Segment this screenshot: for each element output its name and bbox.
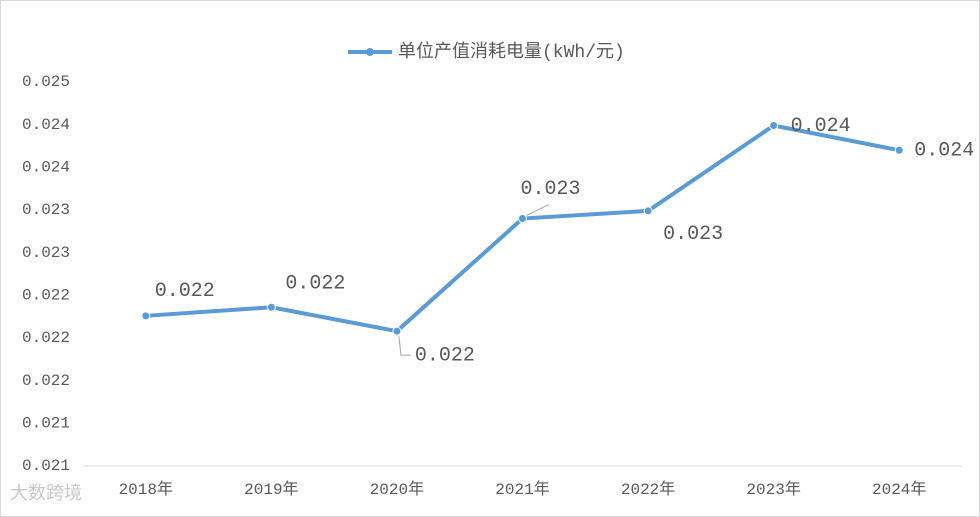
x-tick-label: 2022年 — [621, 480, 675, 499]
leader-line — [398, 336, 411, 356]
point — [141, 311, 151, 321]
x-tick-label: 2019年 — [244, 480, 298, 499]
y-tick-label: 0.024 — [22, 159, 70, 177]
y-tick-label: 0.023 — [22, 244, 70, 262]
y-tick-label: 0.023 — [22, 201, 70, 219]
x-tick-label: 2020年 — [370, 480, 424, 499]
legend-marker — [366, 48, 374, 56]
legend-label: 单位产值消耗电量(kWh/元) — [398, 41, 625, 63]
point — [266, 302, 276, 312]
data-label: 0.023 — [663, 223, 723, 246]
point — [392, 326, 402, 336]
data-label: 0.023 — [521, 178, 581, 201]
point — [518, 214, 527, 224]
data-label: 0.022 — [415, 344, 475, 367]
watermark: 大数跨境 — [10, 483, 82, 505]
x-tick-label: 2024年 — [872, 480, 926, 499]
data-label: 0.024 — [791, 115, 851, 138]
leader-line — [526, 204, 549, 216]
y-tick-label: 0.021 — [22, 457, 70, 475]
x-tick-label: 2021年 — [495, 480, 549, 499]
data-label: 0.022 — [285, 273, 345, 296]
y-tick-label: 0.022 — [22, 372, 70, 390]
y-tick-label: 0.022 — [22, 287, 70, 305]
x-tick-label: 2023年 — [746, 480, 800, 499]
point — [769, 121, 779, 131]
x-tick-label: 2018年 — [119, 480, 173, 499]
point — [643, 206, 653, 216]
data-label: 0.022 — [155, 280, 215, 303]
point — [894, 145, 904, 155]
data-label: 0.024 — [914, 140, 974, 163]
y-tick-label: 0.022 — [22, 329, 70, 347]
y-tick-label: 0.025 — [22, 73, 70, 91]
y-tick-label: 0.024 — [22, 116, 70, 134]
y-tick-label: 0.021 — [22, 415, 70, 433]
